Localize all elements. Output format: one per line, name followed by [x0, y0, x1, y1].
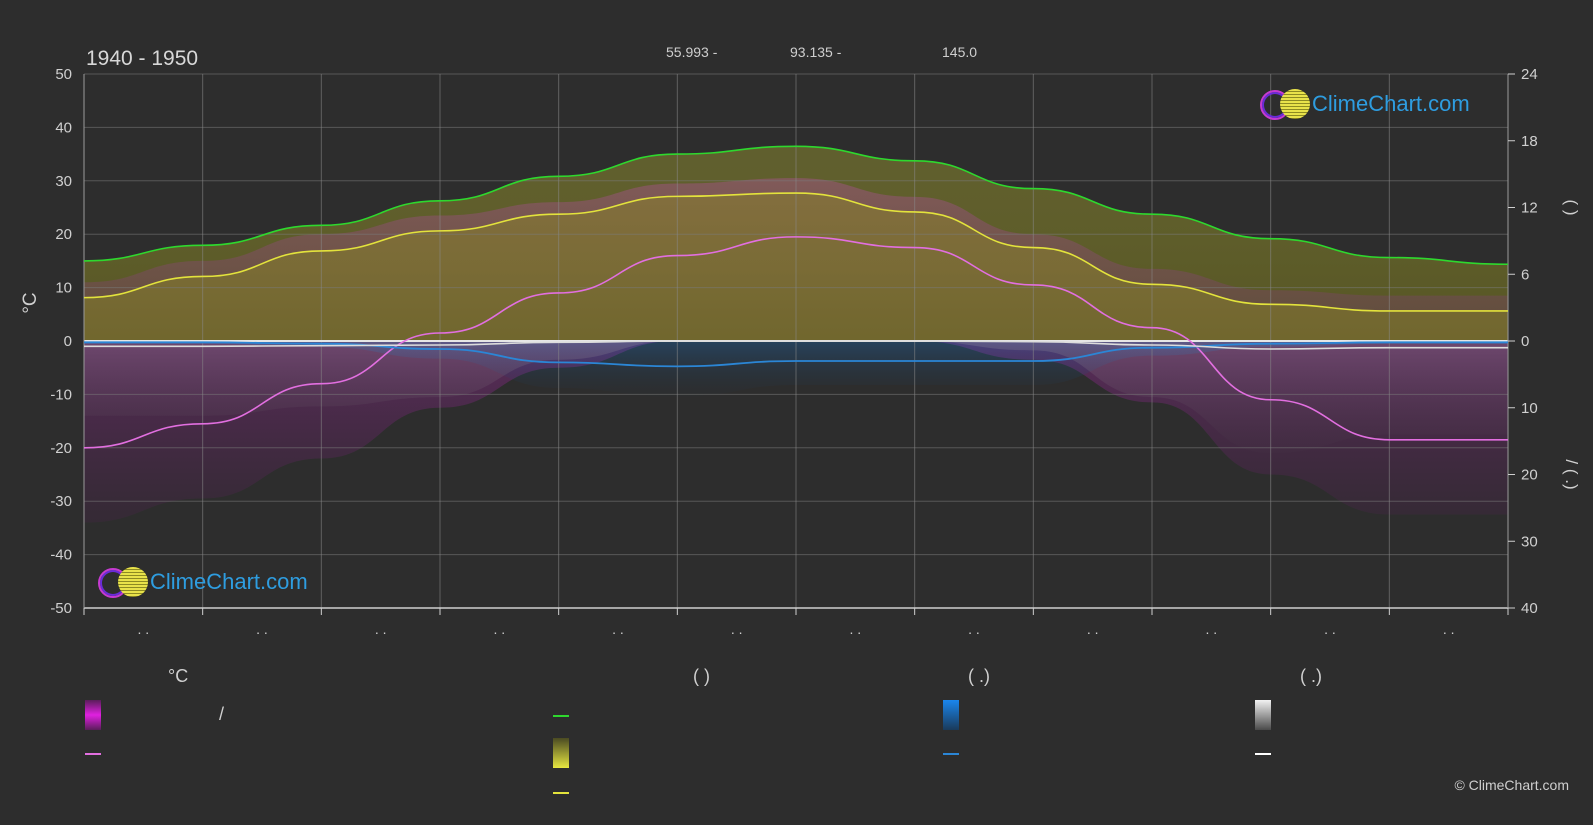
logo-icon	[1258, 88, 1312, 120]
series-daylight	[83, 145, 1509, 266]
x-tick-label: . .	[849, 621, 861, 637]
legend-rain-title: ( .)	[968, 666, 990, 686]
left-tick-label: -30	[50, 493, 72, 510]
series-rain	[84, 341, 1508, 368]
right-tick-label-mm: 10	[1521, 400, 1538, 417]
x-tick-label: . .	[1205, 621, 1217, 637]
copyright: © ClimeChart.com	[1454, 777, 1569, 793]
coordinate-lat: 55.993 -	[666, 44, 718, 60]
legend-rain-swatch	[943, 700, 959, 730]
right-axis-label-mm: / ( .)	[1562, 459, 1581, 489]
period-label: 1940 - 1950	[86, 47, 199, 70]
series-temp-mean	[83, 236, 1508, 449]
right-tick-label-hours: 6	[1521, 266, 1529, 283]
logo-text: ClimeChart.com	[150, 569, 308, 594]
x-tick-label: . .	[1087, 621, 1099, 637]
series-sunshine	[83, 192, 1508, 312]
coordinate-elev: 145.0	[942, 44, 978, 60]
right-tick-label-mm: 30	[1521, 533, 1538, 550]
legend-snow-swatch	[1255, 700, 1271, 730]
x-tick-label: . .	[137, 621, 149, 637]
x-tick-label: . .	[731, 621, 743, 637]
chart-series	[83, 145, 1509, 449]
x-tick-label: . .	[612, 621, 624, 637]
left-tick-label: -50	[50, 600, 72, 617]
logo-text: ClimeChart.com	[1312, 91, 1470, 116]
x-tick-label: . .	[1443, 621, 1455, 637]
legend-sunshine-line	[553, 792, 569, 794]
legend-temp-title: °C	[168, 666, 189, 686]
right-tick-label-mm: 40	[1521, 600, 1538, 617]
coordinate-lon: 93.135 -	[790, 44, 842, 60]
right-tick-label-hours: 12	[1521, 200, 1538, 217]
right-tick-label-mm: 20	[1521, 467, 1538, 484]
right-tick-label-hours: 18	[1521, 133, 1538, 150]
left-tick-label: 0	[64, 333, 72, 350]
left-tick-label: -20	[50, 440, 72, 457]
x-tick-label: . .	[256, 621, 268, 637]
left-tick-label: 50	[55, 66, 72, 83]
legend-sunshine-swatch	[553, 738, 569, 768]
legend-snow-title: ( .)	[1300, 666, 1322, 686]
x-tick-label: . .	[493, 621, 505, 637]
left-tick-label: 20	[55, 226, 72, 243]
left-tick-label: -10	[50, 386, 72, 403]
legend-snow-line	[1255, 753, 1271, 755]
logo-icon	[96, 566, 150, 598]
legend-temp-range-swatch	[85, 700, 101, 730]
legend-sun-title: ( )	[693, 666, 710, 686]
chart-axes: 50 40 30 20 10 0 -10 -20 -30 -40 -50 °C 24 18 12 6 0 10 20…	[20, 66, 1581, 637]
left-tick-label: 10	[55, 280, 72, 297]
left-tick-label: 40	[55, 119, 72, 136]
legend-temp-mean-line	[85, 753, 101, 755]
right-tick-label-hours: 0	[1521, 333, 1529, 350]
series-snow	[83, 340, 1508, 350]
left-axis-label: °C	[20, 292, 41, 313]
x-tick-label: . .	[375, 621, 387, 637]
logo-bottom[interactable]: ClimeChart.com	[96, 566, 308, 598]
left-tick-label: -40	[50, 547, 72, 564]
x-tick-label: . .	[968, 621, 980, 637]
legend-temp-slash: /	[219, 704, 225, 724]
right-tick-label-hours: 24	[1521, 66, 1538, 83]
legend-rain-line	[943, 753, 959, 755]
legend-daylight-line	[553, 715, 569, 717]
left-tick-label: 30	[55, 173, 72, 190]
logo-top[interactable]: ClimeChart.com	[1258, 88, 1470, 120]
x-tick-label: . .	[1324, 621, 1336, 637]
right-axis-label-hours: ( )	[1562, 199, 1581, 215]
